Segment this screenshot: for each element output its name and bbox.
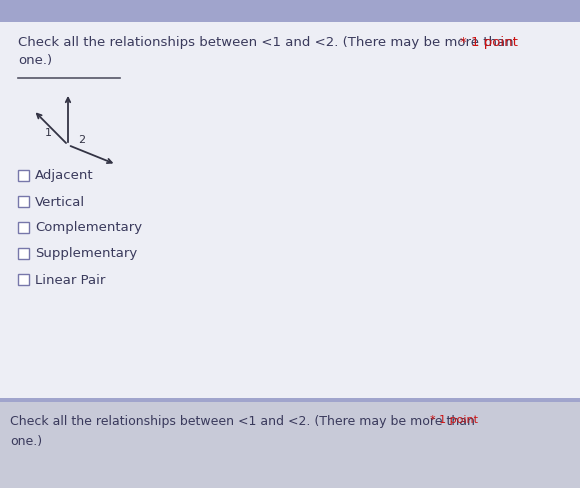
Text: * 1 point: * 1 point: [460, 36, 518, 49]
Text: one.): one.): [18, 54, 52, 67]
Bar: [0, 22, 580, 422]
Text: Vertical: Vertical: [35, 196, 85, 208]
Bar: [0, 402, 580, 488]
Text: 2: 2: [78, 135, 86, 145]
FancyBboxPatch shape: [18, 169, 29, 181]
Text: * 1 point: * 1 point: [430, 415, 478, 425]
Text: Check all the relationships between <1 and <2. (There may be more than: Check all the relationships between <1 a…: [18, 36, 514, 49]
Text: Supplementary: Supplementary: [35, 247, 137, 261]
Text: Check all the relationships between <1 and <2. (There may be more than: Check all the relationships between <1 a…: [10, 415, 475, 428]
Text: Adjacent: Adjacent: [35, 169, 93, 183]
Text: one.): one.): [10, 435, 42, 448]
FancyBboxPatch shape: [18, 196, 29, 206]
Text: Complementary: Complementary: [35, 222, 142, 235]
Text: 1: 1: [45, 128, 52, 138]
Bar: [0, 0, 580, 22]
FancyBboxPatch shape: [18, 247, 29, 259]
Text: Linear Pair: Linear Pair: [35, 273, 106, 286]
Bar: [0, 398, 580, 402]
FancyBboxPatch shape: [18, 222, 29, 232]
FancyBboxPatch shape: [18, 273, 29, 285]
